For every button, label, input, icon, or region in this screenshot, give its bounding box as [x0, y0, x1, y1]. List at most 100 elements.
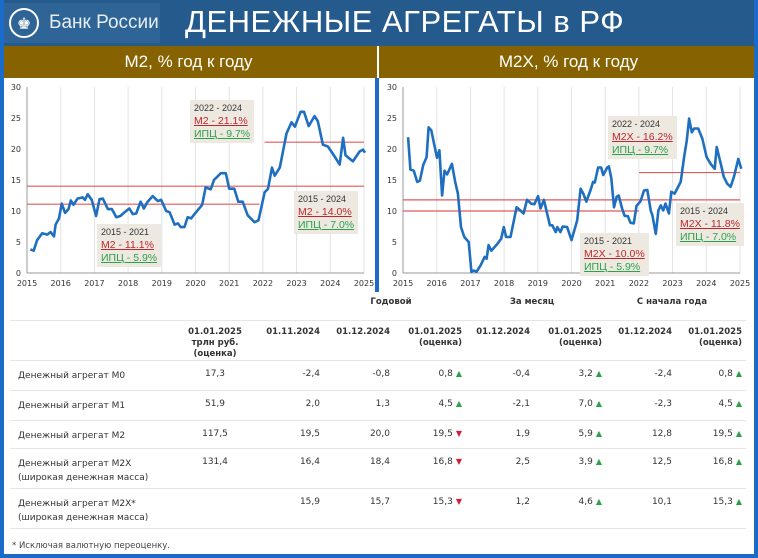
cell-value: 3,9 — [578, 457, 593, 467]
double-eagle-emblem-icon: ♚ — [9, 8, 39, 38]
row-name: Денежный агрегат M0 — [18, 369, 125, 383]
table-cell: 15,7 — [320, 497, 390, 507]
cell-value: 19,5 — [712, 429, 733, 439]
chart-title-m2: M2, % год к году — [0, 46, 377, 78]
column-header-row: 01.01.2025 трлн руб. (оценка) 01.11.2024 01.… — [10, 321, 746, 361]
table-cell: 18,4 — [320, 457, 390, 467]
table-cell: 1,2 — [460, 497, 530, 507]
x-tick-label: 2020 — [561, 279, 581, 288]
x-tick-label: 2022 — [629, 279, 649, 288]
cell-value: 15,3 — [712, 497, 733, 507]
chart-panel-m2x: 2015 2016 2017 2018 2019 2020 2021 2022 2023 2024… — [379, 80, 753, 292]
x-tick-label: 2017 — [460, 279, 480, 288]
triangle-down-icon: ▼ — [455, 429, 462, 438]
x-tick-label: 2020 — [185, 279, 205, 288]
y-tick-label: 5 — [16, 238, 21, 247]
cell-value: 12,5 — [651, 457, 672, 467]
column-header: 01.01.2025 трлн руб. (оценка) — [180, 327, 250, 360]
cell-value: 1,2 — [515, 497, 530, 507]
y-tick-label: 25 — [11, 114, 21, 123]
table-cell: -0,4 — [460, 369, 530, 379]
cell-value: 16,4 — [299, 457, 320, 467]
cell-value: 16,8 — [432, 457, 453, 467]
annotation-period: 2022 - 2024 — [612, 119, 661, 129]
triangle-up-icon: ▲ — [595, 429, 602, 438]
y-tick-label: 0 — [392, 269, 397, 278]
x-tick-label: 2016 — [51, 279, 71, 288]
triangle-up-icon: ▲ — [735, 457, 742, 466]
column-header: 01.01.2025 (оценка) — [382, 327, 462, 349]
triangle-up-icon: ▲ — [735, 429, 742, 438]
table-cell: 3,2 ▲ — [532, 369, 602, 379]
table-cell: 19,5 ▲ — [672, 429, 742, 439]
x-tick-label: 2015 — [17, 279, 37, 288]
column-header: 01.01.2025 (оценка) — [522, 327, 602, 349]
triangle-up-icon: ▲ — [595, 399, 602, 408]
cell-value: 17,3 — [204, 369, 226, 379]
table-cell: 10,1 — [602, 497, 672, 507]
x-tick-label: 2025 — [730, 279, 750, 288]
column-header: 01.12.2024 — [450, 327, 530, 338]
annotation-2022-2024: 2022 - 2024 M2X - 16.2% ИПЦ - 9.7% — [608, 116, 677, 159]
table-cell: 12,8 — [602, 429, 672, 439]
table-row: Денежный агрегат M1 51,9 2,0 1,3 4,5 ▲ -2,1 7,0… — [10, 391, 746, 421]
x-tick-label: 2023 — [662, 279, 682, 288]
x-tick-label: 2019 — [152, 279, 172, 288]
cell-value: 15,3 — [432, 497, 453, 507]
column-header-line: 01.12.2024 — [618, 327, 672, 337]
cell-value: -2,3 — [654, 399, 672, 409]
table-cell: 131,4 — [180, 457, 250, 467]
y-tick-label: 10 — [11, 207, 21, 216]
table-cell: 4,5 ▲ — [392, 399, 462, 409]
row-name: Денежный агрегат M1 — [18, 399, 125, 413]
cell-value: 0,8 — [438, 369, 453, 379]
cell-value: -2,1 — [512, 399, 530, 409]
y-tick-label: 30 — [11, 83, 21, 92]
y-tick-label: 20 — [387, 145, 397, 154]
y-tick-label: 0 — [16, 269, 21, 278]
triangle-up-icon: ▲ — [735, 399, 742, 408]
column-header-line: 01.01.2025 — [188, 327, 242, 337]
annotation-2022-2024: 2022 - 2024 M2 - 21.1% ИПЦ - 9.7% — [190, 100, 255, 143]
table-cell: 20,0 — [320, 429, 390, 439]
row-label: Денежный агрегат M2X — [18, 459, 132, 469]
column-header-line: трлн руб. — [191, 338, 239, 348]
cell-value: 2,5 — [515, 457, 530, 467]
column-header-line: 01.12.2024 — [336, 327, 390, 337]
series-line — [406, 117, 743, 274]
x-tick-label: 2016 — [427, 279, 447, 288]
column-header: 01.12.2024 — [592, 327, 672, 338]
x-tick-label: 2024 — [696, 279, 716, 288]
column-header-line: 01.12.2024 — [476, 327, 530, 337]
table-cell: 15,3 ▲ — [672, 497, 742, 507]
column-header: 01.12.2024 — [310, 327, 390, 338]
table-cell: 2,0 — [250, 399, 320, 409]
table-cell: 16,4 — [250, 457, 320, 467]
y-tick-label: 25 — [387, 114, 397, 123]
annotation-period: 2015 - 2024 — [680, 206, 729, 216]
annotation-aggregate: M2X - 16.2% — [612, 131, 673, 143]
cell-value: 12,8 — [651, 429, 672, 439]
table-cell: 1,3 — [320, 399, 390, 409]
row-sublabel: (широкая денежная масса) — [18, 473, 149, 483]
y-tick-label: 5 — [392, 238, 397, 247]
annotation-aggregate: M2 - 21.1% — [194, 115, 248, 127]
x-tick-label: 2022 — [253, 279, 273, 288]
column-header-line: 01.01.2025 — [688, 327, 742, 337]
table-cell: 19,5 ▼ — [392, 429, 462, 439]
cell-value: 4,5 — [718, 399, 733, 409]
column-header: 01.11.2024 — [240, 327, 320, 338]
table-cell: -2,4 — [250, 369, 320, 379]
chart-m2x: 2015 2016 2017 2018 2019 2020 2021 2022 2023 2024… — [387, 83, 750, 288]
x-tick-label: 2019 — [528, 279, 548, 288]
y-tick-label: 10 — [387, 207, 397, 216]
column-header-line: (оценка) — [193, 349, 237, 359]
table-row: Денежный агрегат M2X* (широкая денежная м… — [10, 489, 746, 529]
cell-value: -0,4 — [512, 369, 530, 379]
annotation-cpi: ИПЦ - 5.9% — [101, 252, 158, 264]
row-name: Денежный агрегат M2X (широкая денежная ма… — [18, 457, 148, 485]
column-header-line: (оценка) — [418, 338, 462, 348]
bank-logo: ♚ Банк России — [4, 3, 160, 43]
annotation-2015-2024: 2015 - 2024 M2X - 11.8% ИПЦ - 7.0% — [676, 203, 744, 246]
x-tick-label: 2025 — [354, 279, 374, 288]
